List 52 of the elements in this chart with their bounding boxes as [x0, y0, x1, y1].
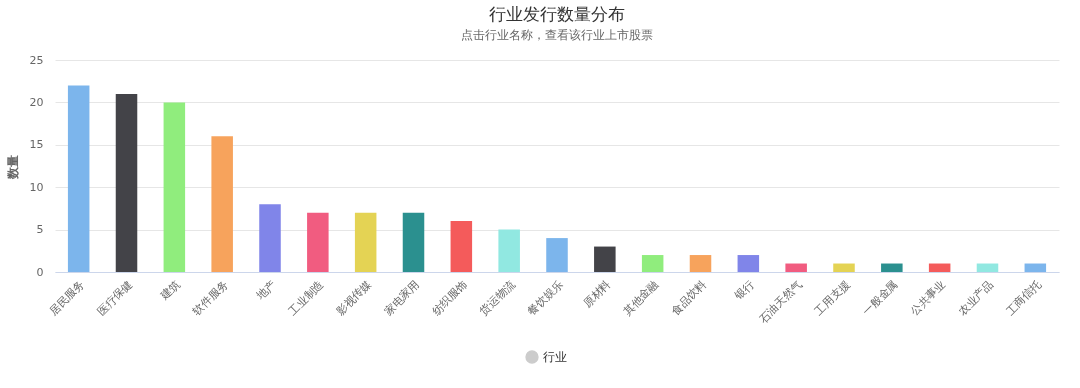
- x-tick-label: 工商信托: [1003, 277, 1044, 319]
- x-tick-label: 纺织服饰: [429, 277, 470, 319]
- bar: [450, 221, 473, 272]
- y-tick-label: 15: [29, 138, 44, 152]
- x-tick-label: 农业产品: [955, 277, 996, 319]
- bar: [785, 263, 807, 272]
- bar: [1024, 263, 1047, 272]
- bar: [115, 93, 138, 272]
- x-tick-label: 家电家用: [381, 277, 422, 319]
- bar: [546, 238, 568, 272]
- bar: [976, 263, 999, 272]
- bar: [498, 229, 520, 272]
- x-tick-label: 银行: [731, 277, 757, 304]
- x-tick-label: 餐饮娱乐: [525, 277, 566, 319]
- x-tick-label: 石油天然气: [756, 277, 805, 326]
- bar: [833, 263, 855, 272]
- bar: [594, 246, 616, 272]
- bar: [259, 204, 281, 272]
- x-tick-label: 工业制造: [286, 277, 327, 319]
- x-tick-label: 建筑: [157, 277, 183, 304]
- bar: [928, 263, 951, 272]
- bar: [307, 212, 329, 272]
- bar: [689, 255, 712, 272]
- bar: [641, 255, 664, 272]
- x-tick-label: 原材料: [580, 277, 614, 311]
- y-tick-label: 20: [29, 95, 44, 109]
- x-tick-label: 地产: [253, 277, 279, 304]
- y-tick-label: 10: [29, 180, 44, 194]
- x-tick-label: 一般金属: [860, 277, 901, 319]
- bar: [67, 85, 90, 272]
- x-tick-label: 居民服务: [46, 277, 88, 319]
- x-tick-label: 影视传媒: [333, 277, 375, 319]
- bar: [737, 255, 760, 272]
- bar: [354, 212, 377, 272]
- text: 行业: [543, 350, 567, 364]
- bar: [881, 263, 903, 272]
- x-tick-label: 其他金融: [620, 277, 662, 319]
- y-tick-label: 0: [36, 265, 44, 279]
- chart-title: 行业发行数量分布: [489, 4, 625, 24]
- x-tick-label: 医疗保健: [94, 277, 135, 319]
- bar: [211, 136, 233, 272]
- chart-subtitle: 点击行业名称，查看该行业上市股票: [461, 28, 653, 42]
- x-tick-label: 软件服务: [190, 277, 231, 319]
- x-tick-label: 公共事业: [907, 277, 949, 319]
- y-tick-label: 5: [36, 223, 44, 237]
- bar: [402, 212, 425, 272]
- x-tick-label: 货运物流: [477, 277, 518, 319]
- y-axis-title: 数量: [5, 154, 20, 180]
- y-tick-label: 25: [29, 53, 44, 67]
- x-tick-label: 食品饮料: [668, 277, 709, 319]
- x-tick-label: 工用支援: [812, 277, 853, 319]
- bar: [163, 102, 186, 272]
